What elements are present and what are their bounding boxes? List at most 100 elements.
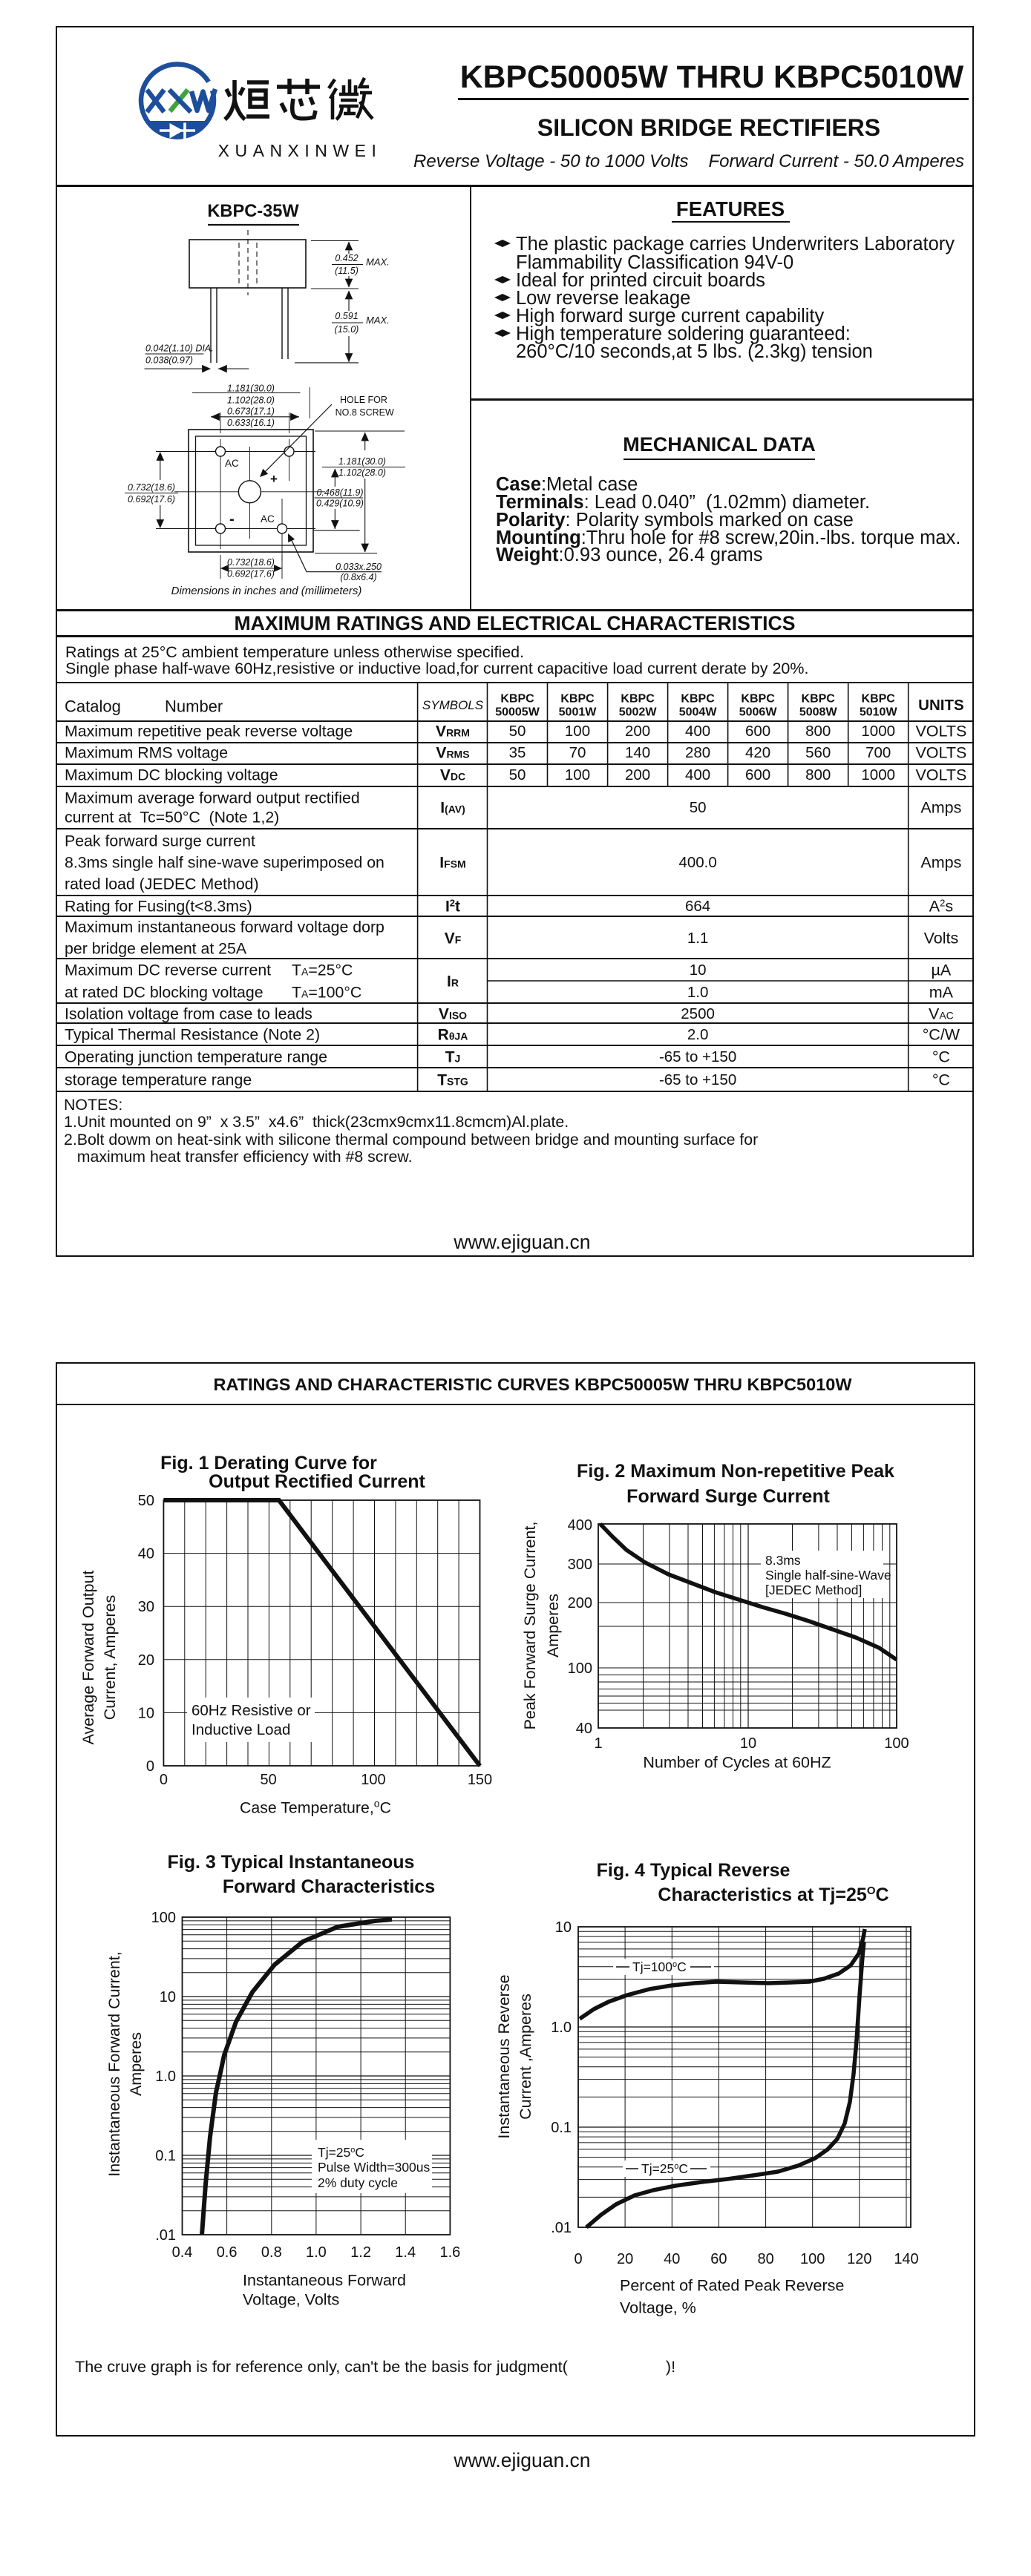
svg-text:0.4: 0.4 [172,2244,193,2261]
svg-text:KBPC: KBPC [681,693,715,706]
svg-text:0.591: 0.591 [335,311,358,321]
svg-text:300: 300 [568,1557,592,1573]
svg-text:storage temperature range: storage temperature range [65,1071,252,1089]
svg-text:RθJA: RθJA [438,1026,468,1043]
svg-text:VOLTS: VOLTS [915,744,966,762]
svg-text:Maximum DC reverse current: Maximum DC reverse current [65,962,271,979]
svg-text:200: 200 [625,766,650,783]
svg-text:10: 10 [160,1989,176,2005]
svg-text:5010W: 5010W [860,706,898,719]
svg-text:50: 50 [260,1772,276,1788]
svg-text:KBPC: KBPC [500,693,534,706]
svg-text:1.0: 1.0 [687,984,709,1001]
svg-text:0.732(18.6): 0.732(18.6) [128,482,175,493]
svg-text:VISO: VISO [439,1005,467,1022]
svg-text:400: 400 [685,723,710,740]
svg-text:5006W: 5006W [739,706,778,719]
svg-text:20: 20 [138,1652,154,1669]
svg-text:280: 280 [685,744,710,761]
svg-text:MAX.: MAX. [366,315,390,326]
svg-text:1.181(30.0): 1.181(30.0) [227,384,275,394]
svg-text:30: 30 [138,1599,154,1615]
svg-text:10: 10 [740,1735,756,1752]
svg-text:800: 800 [805,766,831,783]
svg-text:Typical Thermal Resistance (No: Typical Thermal Resistance (Note 2) [65,1026,320,1044]
svg-text:Output Rectified Current: Output Rectified Current [209,1471,425,1492]
svg-text:1.4: 1.4 [395,2244,416,2261]
svg-text:Maximum DC blocking voltage: Maximum DC blocking voltage [65,766,278,784]
svg-text:2500: 2500 [681,1005,715,1022]
svg-text:0.692(17.6): 0.692(17.6) [227,569,275,579]
svg-text:KBPC-35W: KBPC-35W [207,202,299,221]
svg-text:1.102(28.0): 1.102(28.0) [227,395,275,406]
svg-text:VOLTS: VOLTS [915,723,966,740]
svg-text:VF: VF [445,930,462,947]
svg-text:Amperes: Amperes [544,1594,562,1657]
svg-text:Current, Amperes: Current, Amperes [101,1595,119,1720]
svg-text:TJ: TJ [445,1048,461,1065]
svg-text:100: 100 [568,1660,592,1677]
svg-text:Isolation voltage from case to: Isolation voltage from case to leads [65,1005,312,1023]
svg-text:I2t: I2t [445,897,460,915]
svg-text:Voltage, Volts: Voltage, Volts [243,2291,339,2309]
svg-text:current at Tc=50°C (Note 1,2: current at Tc=50°C (Note 1,2) [65,809,279,827]
svg-text:AC: AC [225,458,239,469]
svg-text:Number: Number [165,697,223,716]
svg-text:5002W: 5002W [619,706,658,719]
svg-text:140: 140 [894,2251,918,2267]
svg-text:Fig. 3 Typical Instantaneous: Fig. 3 Typical Instantaneous [168,1852,415,1873]
svg-text:0.452: 0.452 [335,253,358,263]
svg-text:Forward Characteristics: Forward Characteristics [223,1876,435,1897]
svg-text:Characteristics at Tj=25OC: Characteristics at Tj=25OC [658,1885,888,1905]
svg-text:1.102(28.0): 1.102(28.0) [338,467,386,478]
svg-text:Current ,Amperes: Current ,Amperes [517,1994,534,2120]
svg-text:100: 100 [565,723,590,740]
svg-text:XUANXINWEI: XUANXINWEI [218,141,382,160]
svg-text:0: 0 [574,2251,582,2267]
svg-text:5001W: 5001W [559,706,598,719]
svg-text:200: 200 [568,1595,592,1611]
svg-text:0.633(16.1): 0.633(16.1) [227,418,275,428]
svg-text:Catalog: Catalog [65,697,121,716]
svg-text:per bridge element at 25A: per bridge element at 25A [65,940,247,958]
svg-text:Rating for Fusing(t<8.3ms): Rating for Fusing(t<8.3ms) [65,898,252,916]
svg-text:A2s: A2s [929,898,953,916]
svg-text:50: 50 [509,723,526,740]
svg-text:100: 100 [884,1735,909,1752]
svg-text:0.692(17.6): 0.692(17.6) [128,494,175,505]
svg-text:-65 to +150: -65 to +150 [659,1048,736,1065]
svg-text:+: + [270,472,278,486]
svg-text:1.6: 1.6 [439,2244,460,2261]
svg-text:°C: °C [932,1071,950,1089]
svg-text:NO.8 SCREW: NO.8 SCREW [336,407,394,418]
svg-text:400: 400 [685,766,710,783]
svg-text:50: 50 [509,766,526,783]
svg-text:Instantaneous Reverse: Instantaneous Reverse [495,1974,513,2138]
svg-text:0: 0 [160,1772,168,1788]
svg-text:1000: 1000 [861,766,895,783]
svg-text:Peak forward surge current: Peak forward surge current [65,832,255,850]
svg-text:600: 600 [745,723,770,740]
svg-text:°C: °C [932,1048,950,1066]
svg-text:20: 20 [617,2251,633,2267]
svg-text:0: 0 [146,1758,154,1775]
svg-text:40: 40 [664,2251,680,2267]
svg-text:40: 40 [576,1721,592,1737]
svg-text:2% duty cycle: 2% duty cycle [318,2175,398,2190]
svg-text:Amps: Amps [920,854,961,872]
svg-text:Fig. 2 Maximum Non-repetitive: Fig. 2 Maximum Non-repetitive Peak [577,1461,894,1482]
svg-text:AC: AC [261,513,275,525]
svg-text:120: 120 [847,2251,871,2267]
svg-text:1.1: 1.1 [687,930,709,947]
svg-text:KBPC: KBPC [802,693,836,706]
svg-text:100: 100 [151,1910,176,1926]
svg-text:.01: .01 [155,2227,176,2244]
svg-text:KBPC: KBPC [741,693,775,706]
svg-text:-65 to +150: -65 to +150 [659,1071,736,1088]
svg-text:0.033x.250: 0.033x.250 [336,562,382,572]
svg-text:Dimensions in inches and (mill: Dimensions in inches and (millimeters) [171,585,362,597]
svg-text:Maximum average forward output: Maximum average forward output rectified [65,789,360,807]
svg-text:I(AV): I(AV) [440,799,465,816]
svg-text:Forward Surge Current: Forward Surge Current [626,1486,830,1507]
svg-text:at rated DC blocking voltage: at rated DC blocking voltage [65,984,264,1002]
